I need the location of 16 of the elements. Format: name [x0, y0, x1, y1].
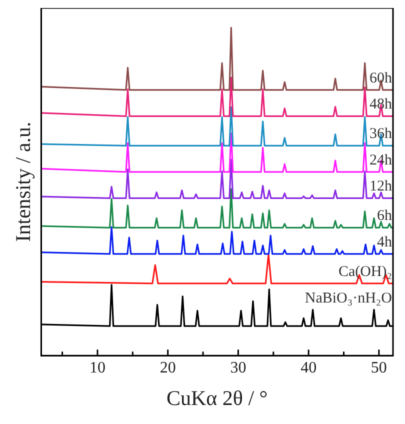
- series-label: 60h: [370, 70, 392, 86]
- x-tick-label: 20: [160, 359, 176, 376]
- x-axis-title: CuKα 2θ / °: [166, 386, 268, 410]
- x-tick-label: 50: [370, 359, 387, 376]
- x-tick-label: 30: [230, 359, 246, 376]
- series-label: 48h: [370, 96, 392, 113]
- x-tick-label: 40: [300, 359, 317, 376]
- series-label: 24h: [370, 152, 392, 168]
- x-tick-label: 10: [89, 359, 106, 376]
- series-label: 4h: [377, 234, 392, 250]
- series-label: Ca(OH)₂: [338, 264, 392, 280]
- series-label: 36h: [370, 126, 392, 142]
- series-label: NaBiO₃·nH₂O: [304, 290, 392, 307]
- series-label: 6h: [377, 208, 392, 224]
- series-label: 12h: [370, 178, 392, 195]
- y-axis-title: Intensity / a.u.: [11, 122, 36, 242]
